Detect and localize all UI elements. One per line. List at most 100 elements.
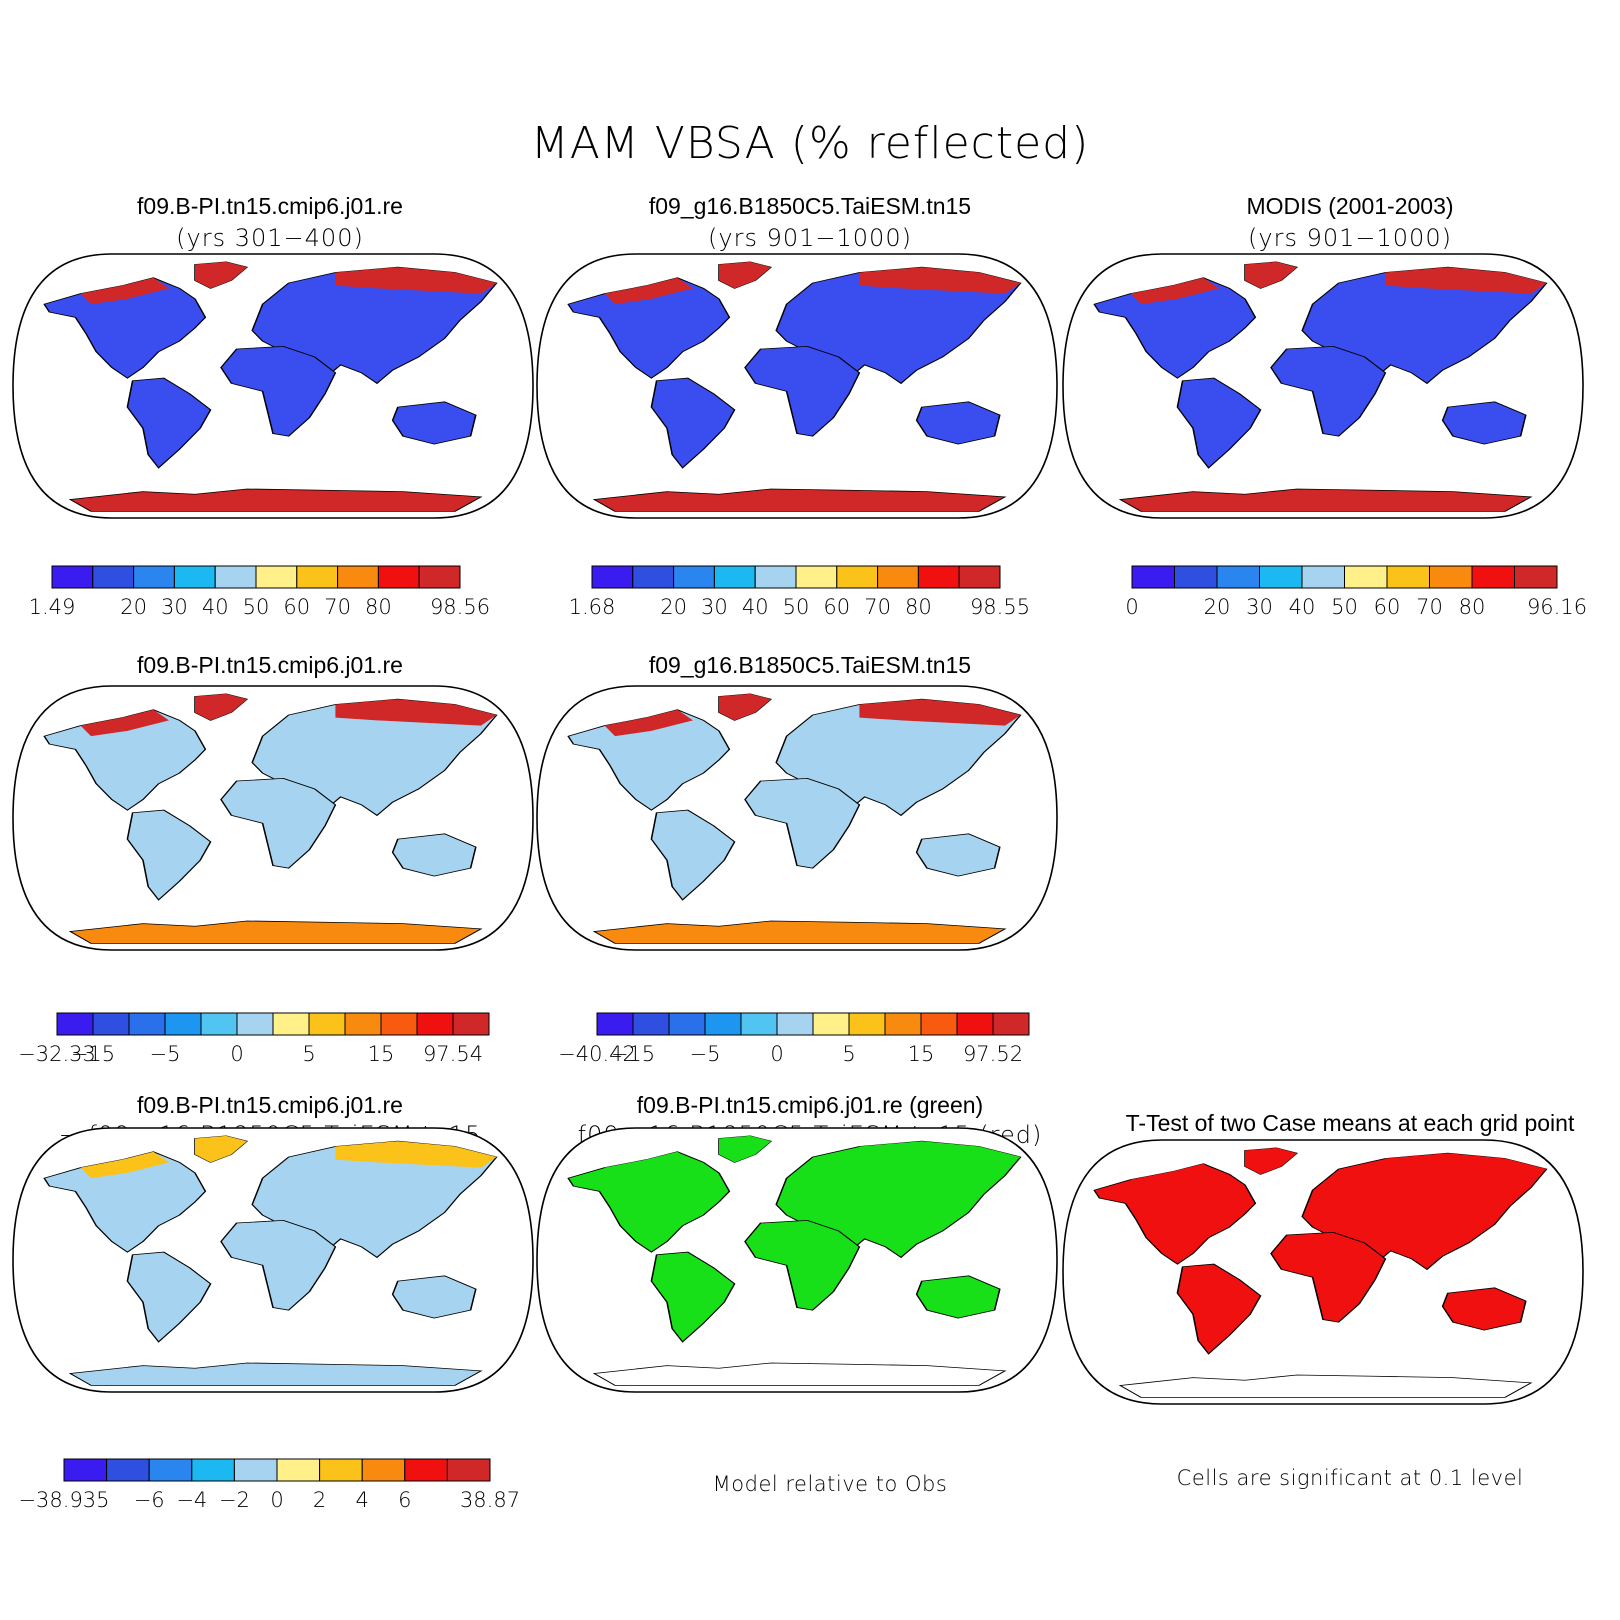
colorbar-cb1: 1.49 20 30 40 50 60 70 80 98.56	[29, 565, 490, 619]
colorbar-swatch	[377, 565, 420, 589]
map-frame	[536, 253, 1058, 519]
colorbar-swatch	[958, 565, 1001, 589]
colorbar-swatch	[56, 1012, 94, 1036]
northern-high-latitude-band	[1130, 261, 1547, 305]
colorbar-tick-label: −15	[71, 1042, 115, 1066]
colorbar-tick-label: 70	[324, 595, 351, 619]
colorbar-tick-label: 4	[356, 1488, 369, 1512]
panel2-subtitle: (yrs 901−1000)	[708, 224, 912, 252]
panel8-title: T-Test of two Case means at each grid po…	[1125, 1110, 1575, 1136]
colorbar-tick-label: −5	[150, 1042, 181, 1066]
colorbar-swatch	[255, 565, 298, 589]
colorbar-tick-label: 30	[1246, 595, 1273, 619]
colorbar-swatch	[51, 565, 94, 589]
colorbar-tick-label: 60	[823, 595, 850, 619]
colorbar-tick-label: 60	[283, 595, 310, 619]
colorbar-swatch	[148, 1458, 193, 1482]
northern-high-latitude-band	[604, 1135, 1021, 1179]
colorbar-tick-label: 50	[783, 595, 810, 619]
colorbar-swatch	[214, 565, 257, 589]
colorbar-swatch	[754, 565, 797, 589]
colorbar-tick-label: 0	[1125, 595, 1138, 619]
colorbar-cb2: 1.68 20 30 40 50 60 70 80 98.55	[569, 565, 1030, 619]
colorbar-cb4: −32.33−15 −5 0 5 15 97.54	[18, 1012, 490, 1066]
colorbar-tick-label: −2	[219, 1488, 250, 1512]
colorbar-swatch	[884, 1012, 922, 1036]
colorbar-swatch	[200, 1012, 238, 1036]
colorbar-swatch	[276, 1458, 321, 1482]
colorbar-tick-label: 0	[770, 1042, 783, 1066]
colorbar-swatch	[236, 1012, 274, 1036]
colorbar-swatch	[1429, 565, 1473, 589]
colorbar-swatch	[992, 1012, 1030, 1036]
colorbar-swatch	[446, 1458, 491, 1482]
colorbar-tick-label: −40.42	[558, 1042, 636, 1066]
panel3-subtitle: (yrs 901−1000)	[1248, 224, 1452, 252]
colorbar-tick-label: 70	[1416, 595, 1443, 619]
colorbar-tick-label: 20	[120, 595, 147, 619]
colorbar-swatch	[795, 565, 838, 589]
map-frame	[536, 685, 1058, 951]
map-panel-p2	[536, 253, 1058, 519]
colorbar-swatch	[632, 565, 675, 589]
colorbar-swatch	[836, 565, 879, 589]
panel1-title: f09.B-PI.tn15.cmip6.j01.re	[137, 193, 403, 219]
map-panel-p7	[536, 1127, 1058, 1393]
panel5-title: f09_g16.B1850C5.TaiESM.tn15	[648, 652, 972, 678]
colorbar-tick-label: 30	[701, 595, 728, 619]
colorbar-swatch	[272, 1012, 310, 1036]
colorbar-swatch	[1131, 565, 1175, 589]
colorbar-tick-label: 70	[864, 595, 891, 619]
colorbar-swatch	[452, 1012, 490, 1036]
colorbar-tick-label: 5	[302, 1042, 315, 1066]
colorbar-tick-label: 98.55	[970, 595, 1030, 619]
colorbar-swatch	[308, 1012, 346, 1036]
colorbar-swatch	[92, 565, 135, 589]
map-frame	[1062, 253, 1584, 519]
colorbar-swatch	[668, 1012, 706, 1036]
rank-footnote: Model relative to Obs	[712, 1472, 948, 1496]
colorbar-swatch	[128, 1012, 166, 1036]
colorbar-tick-label: 96.16	[1527, 595, 1587, 619]
colorbar-tick-label: 20	[1204, 595, 1231, 619]
colorbar-tick-label: 5	[842, 1042, 855, 1066]
colorbar-cb5: −40.42−15 −5 0 5 15 97.52	[558, 1012, 1030, 1066]
map-panel-p8	[1062, 1139, 1584, 1405]
colorbar-swatch	[740, 1012, 778, 1036]
colorbar-swatch	[418, 565, 461, 589]
colorbar-tick-label: −15	[611, 1042, 655, 1066]
colorbar-swatch	[319, 1458, 363, 1482]
colorbar-cb3: 0 20 30 40 50 60 70 80 96.16	[1125, 565, 1587, 619]
colorbar-swatch	[920, 1012, 958, 1036]
panel4-title: f09.B-PI.tn15.cmip6.j01.re	[137, 652, 403, 678]
colorbar-swatch	[713, 565, 756, 589]
map-frame	[12, 685, 534, 951]
colorbar-swatch	[337, 565, 379, 589]
colorbar-tick-label: 80	[905, 595, 932, 619]
colorbar-tick-label: 2	[313, 1488, 326, 1512]
colorbar-swatch	[92, 1012, 130, 1036]
colorbar-tick-label: 15	[908, 1042, 935, 1066]
map-frame	[12, 1127, 534, 1393]
colorbar-tick-label: 98.56	[430, 595, 490, 619]
map-frame	[1062, 1139, 1584, 1405]
colorbar-swatch	[632, 1012, 670, 1036]
colorbar-swatch	[106, 1458, 150, 1482]
colorbar-swatch	[416, 1012, 454, 1036]
colorbar-swatch	[1174, 565, 1218, 589]
panel7-title: f09.B-PI.tn15.cmip6.j01.re (green)	[636, 1092, 984, 1118]
colorbar-tick-label: 97.54	[423, 1042, 483, 1066]
colorbar-tick-label: 40	[742, 595, 769, 619]
map-panel-p3	[1062, 253, 1584, 519]
panel2-title: f09_g16.B1850C5.TaiESM.tn15	[648, 193, 972, 219]
colorbar-tick-label: −32.33	[18, 1042, 96, 1066]
colorbar-tick-label: 0	[270, 1488, 283, 1512]
colorbar-tick-label: −5	[690, 1042, 721, 1066]
colorbar-tick-label: 40	[202, 595, 229, 619]
colorbar-swatch	[1514, 565, 1558, 589]
colorbar-swatch	[673, 565, 715, 589]
map-frame	[12, 253, 534, 519]
colorbar-tick-label: 60	[1374, 595, 1401, 619]
colorbar-swatch	[848, 1012, 886, 1036]
